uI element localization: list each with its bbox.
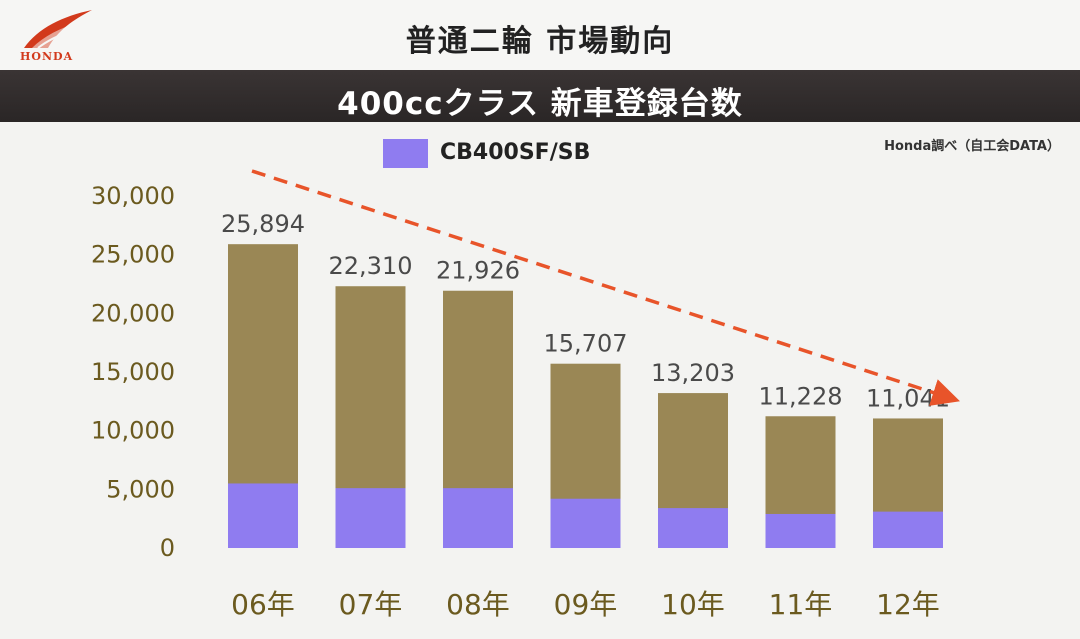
y-tick-label: 25,000: [91, 241, 175, 269]
data-label: 22,310: [329, 252, 413, 280]
y-tick-label: 5,000: [106, 475, 175, 503]
bar-model-segment: [873, 511, 943, 548]
data-label: 15,707: [544, 330, 628, 358]
legend-label: CB400SF/SB: [440, 140, 591, 165]
y-tick-label: 10,000: [91, 417, 175, 445]
x-tick-label: 09年: [554, 588, 618, 621]
data-label: 11,228: [759, 382, 843, 410]
data-label: 11,041: [866, 384, 950, 412]
data-label: 13,203: [651, 359, 735, 387]
bar-model-segment: [228, 483, 298, 548]
bar-model-segment: [550, 498, 621, 548]
chart-subtitle: 400ccクラス 新車登録台数: [337, 86, 743, 122]
bar-model-segment: [443, 488, 513, 548]
trend-arrow: [251, 169, 960, 406]
x-tick-label: 08年: [446, 588, 510, 621]
x-tick-label: 12年: [876, 588, 940, 621]
y-tick-label: 30,000: [91, 182, 175, 210]
subtitle-band: 400ccクラス 新車登録台数: [0, 70, 1080, 122]
data-label: 25,894: [221, 210, 305, 238]
x-axis: 06年 07年 08年 09年 10年 11年 12年: [231, 588, 940, 621]
source-note: Honda調べ（自工会DATA）: [884, 139, 1060, 154]
legend-swatch: [383, 139, 428, 168]
header: HONDA 普通二輪 市場動向: [0, 0, 1080, 70]
y-tick-label: 20,000: [91, 299, 175, 327]
data-labels: 25,894 22,310 21,926 15,707 13,203 11,228 11,0…: [221, 210, 950, 412]
honda-wing-logo-icon: HONDA: [18, 8, 98, 64]
x-tick-label: 07年: [339, 588, 403, 621]
bar-model-segment: [335, 488, 406, 548]
y-tick-label: 15,000: [91, 358, 175, 386]
x-tick-label: 10年: [661, 588, 725, 621]
x-tick-label: 11年: [769, 588, 833, 621]
data-label: 21,926: [436, 257, 520, 285]
y-tick-label: 0: [160, 534, 175, 562]
x-tick-label: 06年: [231, 588, 295, 621]
y-axis: 0 5,000 10,000 15,000 20,000 25,000 30,000: [91, 182, 175, 562]
bar-model-segment: [658, 508, 728, 548]
brand-wordmark: HONDA: [20, 50, 74, 63]
page-title: 普通二輪 市場動向: [405, 24, 675, 59]
bar-model-segment: [765, 513, 836, 548]
bars: [228, 244, 943, 548]
